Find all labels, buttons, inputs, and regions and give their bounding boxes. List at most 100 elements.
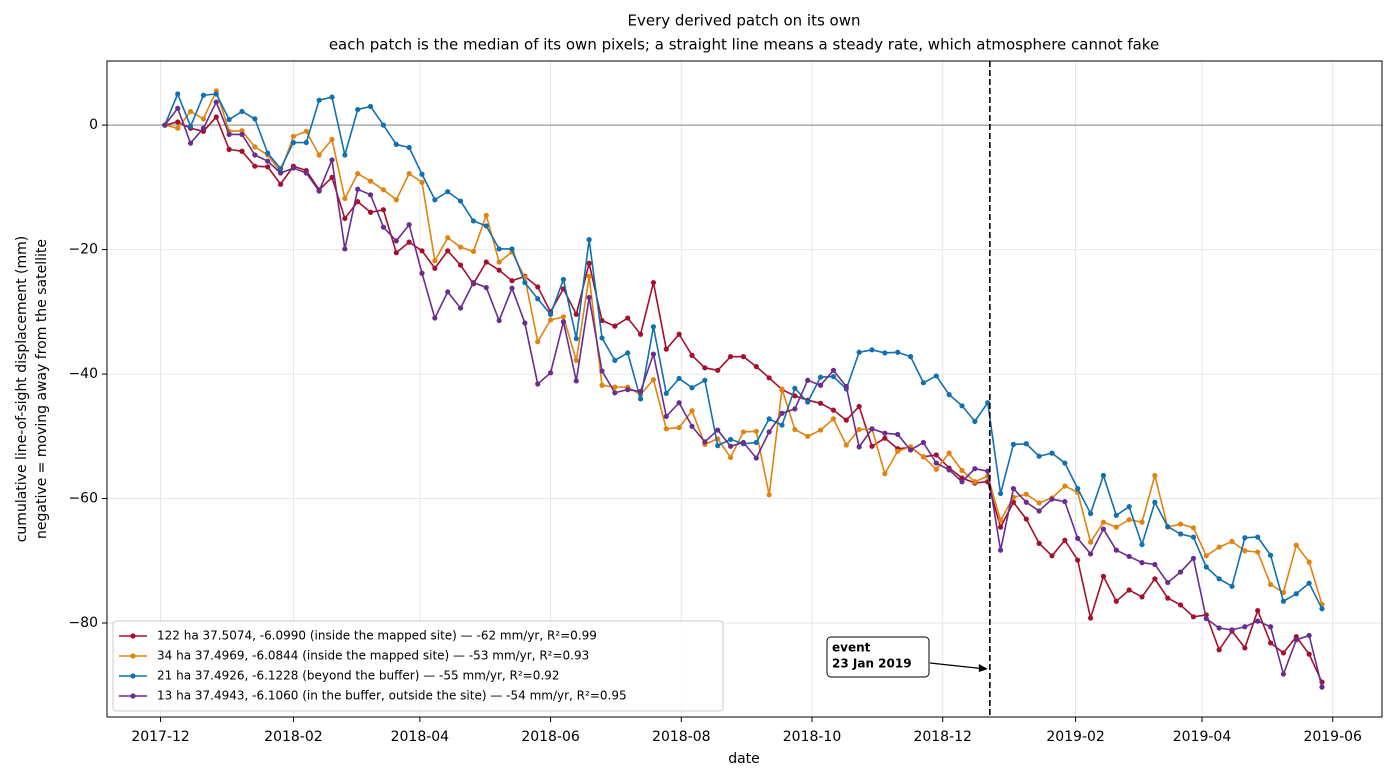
- data-point: [252, 152, 258, 158]
- data-point: [432, 315, 438, 321]
- data-point: [1280, 650, 1287, 656]
- data-point: [959, 467, 965, 474]
- data-point: [612, 384, 618, 390]
- data-point: [689, 423, 695, 429]
- data-point: [380, 187, 387, 193]
- legend-marker: [130, 633, 136, 639]
- data-point: [599, 368, 605, 374]
- data-point: [483, 212, 489, 218]
- data-point: [509, 278, 515, 284]
- data-point: [187, 140, 194, 146]
- data-point: [329, 174, 335, 180]
- data-point: [1267, 624, 1274, 630]
- data-point: [1242, 548, 1248, 554]
- data-point: [1306, 632, 1312, 639]
- y-tick-label: −20: [68, 242, 98, 258]
- data-point: [445, 248, 451, 254]
- data-point: [393, 250, 399, 256]
- data-point: [355, 199, 361, 205]
- data-point: [445, 235, 451, 241]
- data-point: [1280, 671, 1287, 677]
- data-point: [715, 427, 721, 433]
- data-point: [817, 427, 824, 433]
- data-point: [599, 382, 605, 388]
- data-point: [1242, 645, 1248, 651]
- data-point: [1255, 534, 1261, 540]
- data-point: [573, 357, 579, 363]
- data-point: [522, 279, 528, 286]
- data-point: [1010, 441, 1017, 447]
- data-point: [277, 166, 284, 172]
- data-point: [483, 223, 489, 229]
- data-point: [753, 455, 759, 461]
- data-point: [432, 258, 438, 264]
- data-point: [265, 158, 271, 164]
- data-point: [676, 400, 682, 406]
- data-point: [342, 215, 348, 222]
- data-point: [1113, 547, 1119, 553]
- data-point: [1177, 569, 1184, 575]
- data-point: [316, 97, 322, 103]
- data-point: [702, 439, 708, 445]
- annotation-text: 23 Jan 2019: [832, 657, 912, 671]
- data-point: [676, 424, 682, 431]
- data-point: [1075, 485, 1081, 492]
- data-point: [175, 125, 181, 131]
- data-point: [727, 443, 734, 449]
- data-point: [650, 351, 657, 357]
- data-point: [265, 164, 271, 170]
- data-point: [277, 170, 284, 176]
- data-point: [895, 431, 901, 438]
- data-point: [1049, 496, 1055, 502]
- data-point: [1255, 607, 1261, 614]
- y-axis-label: negative = moving away from the satellit…: [34, 239, 50, 539]
- data-point: [1152, 576, 1158, 582]
- data-point: [663, 426, 669, 432]
- data-point: [1062, 483, 1068, 489]
- data-point: [702, 365, 708, 371]
- data-point: [1100, 472, 1107, 479]
- annotation-box: [826, 636, 930, 678]
- data-point: [1036, 453, 1042, 459]
- data-point: [920, 439, 927, 446]
- data-point: [419, 179, 425, 185]
- data-point: [805, 377, 811, 383]
- data-point: [547, 370, 554, 376]
- data-point: [843, 383, 849, 390]
- data-point: [972, 418, 978, 424]
- chart-subtitle: each patch is the median of its own pixe…: [329, 36, 1159, 54]
- data-point: [766, 416, 772, 422]
- data-point: [933, 466, 939, 472]
- data-point: [753, 363, 759, 370]
- data-point: [252, 163, 258, 169]
- data-point: [830, 373, 837, 380]
- data-point: [1139, 594, 1145, 600]
- x-tick-label: 2018-04: [391, 729, 450, 745]
- data-point: [393, 141, 399, 148]
- data-point: [316, 188, 322, 194]
- data-point: [830, 416, 837, 422]
- data-point: [290, 165, 297, 171]
- data-point: [303, 139, 309, 146]
- data-point: [226, 131, 232, 138]
- data-point: [457, 198, 464, 204]
- data-point: [997, 547, 1004, 553]
- data-point: [650, 279, 657, 286]
- data-point: [805, 433, 811, 439]
- data-point: [1190, 534, 1197, 540]
- data-point: [779, 422, 785, 428]
- annotation-arrow: [929, 662, 986, 670]
- data-point: [1036, 508, 1042, 514]
- data-point: [329, 136, 335, 143]
- data-point: [1152, 472, 1158, 479]
- x-tick-label: 2018-02: [264, 729, 323, 745]
- data-point: [419, 270, 425, 276]
- data-point: [419, 248, 425, 254]
- data-point: [805, 399, 811, 405]
- data-point: [432, 265, 438, 271]
- data-point: [367, 192, 374, 198]
- data-point: [1190, 555, 1197, 561]
- data-point: [882, 471, 888, 477]
- series-line: [164, 100, 1323, 688]
- data-point: [856, 426, 862, 433]
